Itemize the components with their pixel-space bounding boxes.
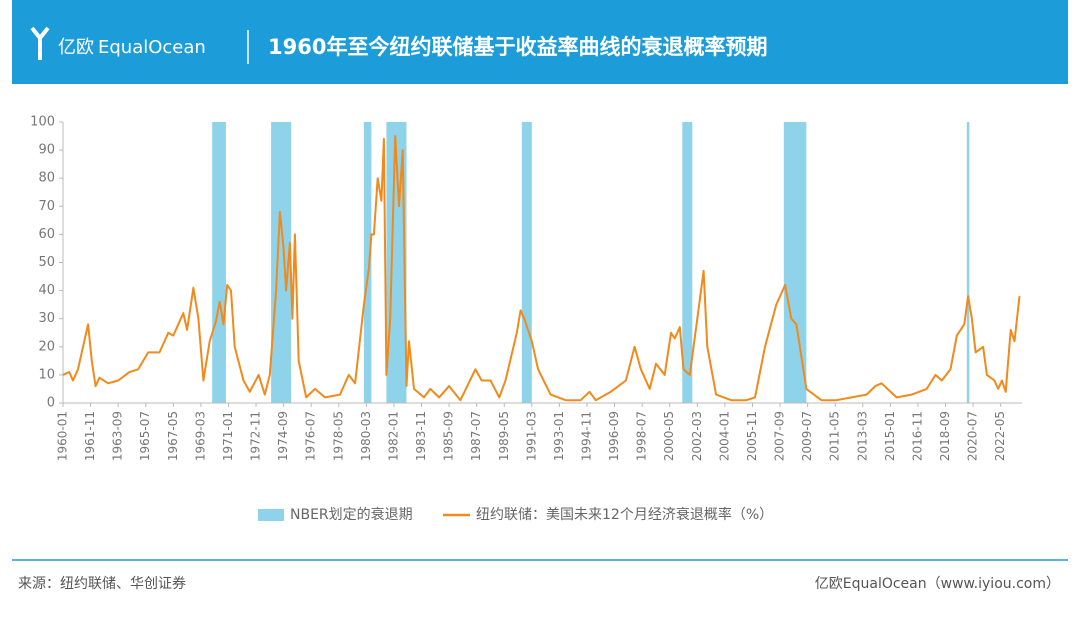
x-tick-label: 1998-07 bbox=[635, 411, 649, 461]
series-line bbox=[62, 135, 1021, 402]
recession-band bbox=[682, 122, 693, 403]
y-tick-label: 100 bbox=[30, 115, 55, 130]
x-tick-label: 1976-07 bbox=[304, 411, 318, 461]
recession-band bbox=[212, 122, 226, 403]
x-tick-label: 2007-09 bbox=[773, 411, 787, 461]
logo-icon bbox=[30, 26, 50, 60]
recession-band bbox=[363, 122, 372, 403]
logo-cn: 亿欧 bbox=[58, 37, 94, 58]
logo-en: EqualOcean bbox=[98, 37, 206, 58]
x-tick-label: 1971-01 bbox=[221, 411, 235, 461]
x-tick-label: 2022-05 bbox=[993, 411, 1007, 461]
y-tick-label: 10 bbox=[38, 367, 55, 382]
recession-band bbox=[521, 122, 532, 403]
y-tick-label: 70 bbox=[38, 199, 55, 214]
y-tick-label: 80 bbox=[38, 171, 55, 186]
x-tick-label: 1974-09 bbox=[276, 411, 290, 461]
recession-band bbox=[386, 122, 407, 403]
x-tick-label: 1996-09 bbox=[607, 411, 621, 461]
x-tick-label: 2011-05 bbox=[828, 411, 842, 461]
chart-title: 1960年至今纽约联储基于收益率曲线的衰退概率预期 bbox=[268, 35, 767, 59]
x-tick-label: 1972-11 bbox=[249, 411, 263, 461]
x-tick-label: 2018-09 bbox=[938, 411, 952, 461]
x-tick-label: 2000-05 bbox=[662, 411, 676, 461]
y-tick-label: 0 bbox=[47, 396, 55, 411]
x-tick-label: 1980-03 bbox=[359, 411, 373, 461]
legend-label: 纽约联储：美国未来12个月经济衰退概率（%） bbox=[476, 506, 773, 523]
x-tick-label: 1969-03 bbox=[193, 411, 207, 461]
x-tick-label: 1983-11 bbox=[414, 411, 428, 461]
credit: 亿欧EqualOcean（www.iyiou.com） bbox=[815, 576, 1060, 592]
legend-swatch bbox=[258, 509, 284, 521]
y-tick-label: 20 bbox=[38, 339, 55, 354]
y-tick-label: 40 bbox=[38, 283, 55, 298]
x-tick-label: 1982-01 bbox=[386, 411, 400, 461]
legend-label: NBER划定的衰退期 bbox=[290, 506, 413, 523]
x-tick-label: 1991-03 bbox=[524, 411, 538, 461]
x-tick-label: 2016-11 bbox=[910, 411, 924, 461]
recession-band bbox=[966, 122, 970, 403]
header-bar bbox=[12, 0, 1068, 84]
x-tick-label: 1985-09 bbox=[442, 411, 456, 461]
x-tick-label: 2002-03 bbox=[690, 411, 704, 461]
x-tick-label: 1960-01 bbox=[56, 411, 70, 461]
x-tick-label: 1989-05 bbox=[497, 411, 511, 461]
x-tick-label: 2009-07 bbox=[800, 411, 814, 461]
source: 来源：纽约联储、华创证券 bbox=[18, 576, 186, 592]
x-tick-label: 1967-05 bbox=[166, 411, 180, 461]
x-tick-label: 1987-07 bbox=[469, 411, 483, 461]
recession-band bbox=[271, 122, 292, 403]
x-tick-label: 2015-01 bbox=[883, 411, 897, 461]
x-tick-label: 2005-11 bbox=[745, 411, 759, 461]
x-tick-label: 1994-11 bbox=[580, 411, 594, 461]
recession-band bbox=[783, 122, 807, 403]
y-tick-label: 60 bbox=[38, 227, 55, 242]
y-tick-label: 50 bbox=[38, 255, 55, 270]
x-tick-label: 1961-11 bbox=[83, 411, 97, 461]
x-tick-label: 1993-01 bbox=[552, 411, 566, 461]
y-tick-label: 30 bbox=[38, 311, 55, 326]
x-tick-label: 1978-05 bbox=[331, 411, 345, 461]
x-tick-label: 1965-07 bbox=[138, 411, 152, 461]
x-tick-label: 2004-01 bbox=[717, 411, 731, 461]
y-tick-label: 90 bbox=[38, 143, 55, 158]
x-tick-label: 2020-07 bbox=[966, 411, 980, 461]
x-tick-label: 1963-09 bbox=[111, 411, 125, 461]
x-tick-label: 2013-03 bbox=[855, 411, 869, 461]
